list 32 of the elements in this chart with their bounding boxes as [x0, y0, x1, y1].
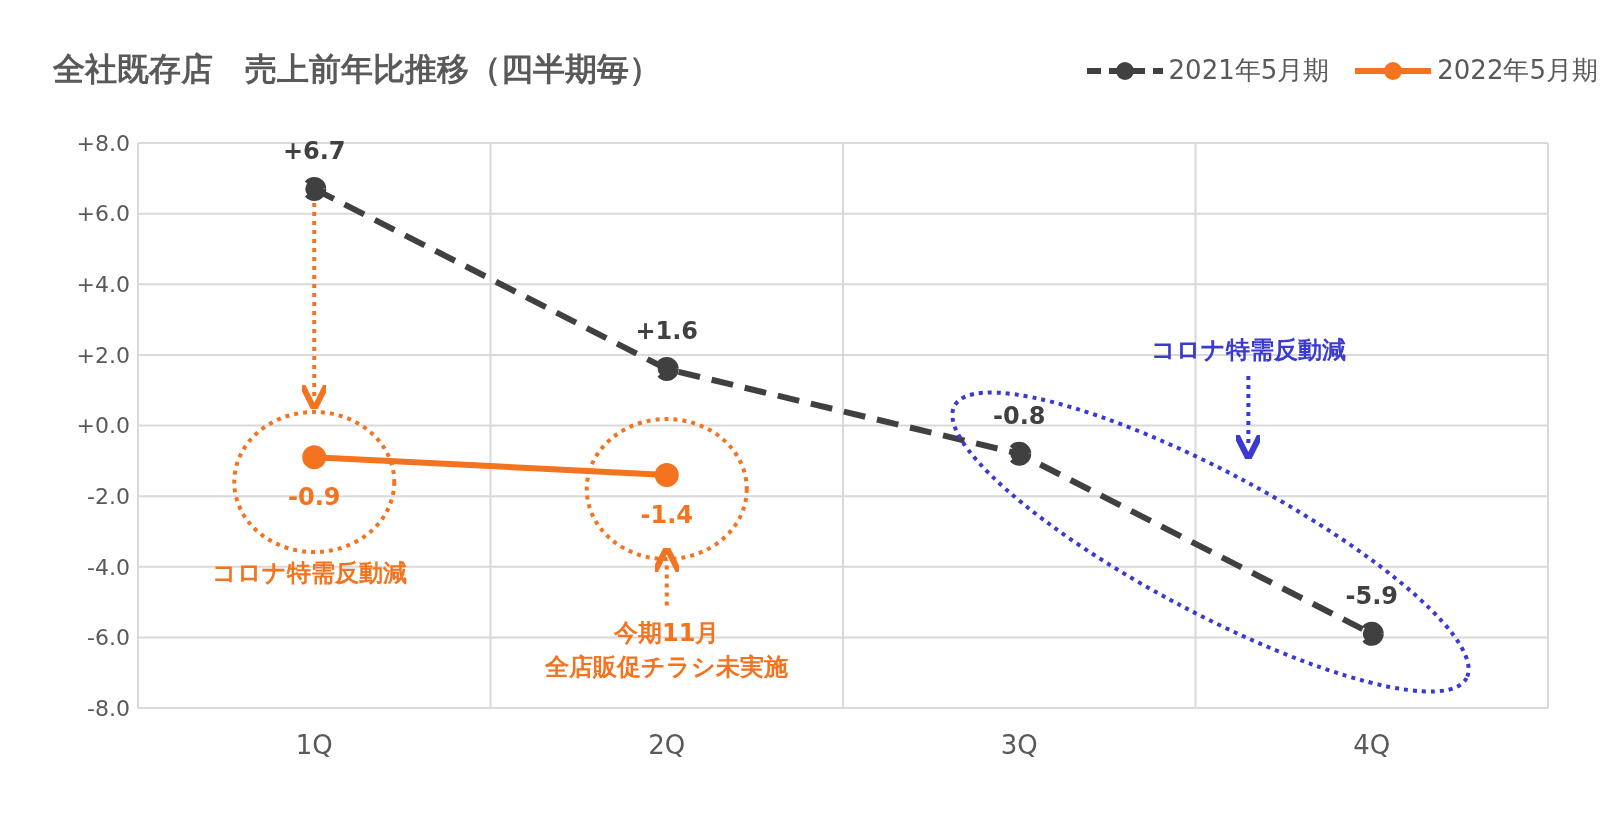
y-tick-label: +2.0 — [76, 342, 130, 368]
data-label: -1.4 — [640, 500, 693, 529]
point — [1007, 441, 1032, 466]
y-tick-label: +4.0 — [76, 272, 130, 298]
y-tick-label: +8.0 — [76, 130, 130, 156]
x-tick-label: 4Q — [1353, 730, 1391, 761]
chart-title: 全社既存店 売上前年比推移（四半期毎） — [53, 49, 661, 90]
data-label: -0.9 — [288, 483, 341, 512]
y-tick-label: -2.0 — [87, 483, 130, 509]
legend-label: 2021年5月期 — [1168, 54, 1330, 87]
point — [302, 176, 327, 201]
data-label: +1.6 — [635, 317, 699, 345]
annotation: コロナ特需反動減 — [211, 558, 407, 587]
x-tick-label: 3Q — [1000, 730, 1038, 761]
legend-label: 2022年5月期 — [1437, 54, 1598, 87]
annotation: コロナ特需反動減 — [1150, 336, 1346, 365]
annotation: 全店販促チラシ未実施 — [544, 652, 789, 681]
x-tick-label: 2Q — [648, 730, 686, 761]
y-tick-label: -8.0 — [87, 695, 130, 721]
point — [302, 445, 327, 470]
y-tick-label: -4.0 — [87, 554, 130, 580]
data-label: +6.7 — [282, 136, 346, 165]
y-tick-label: +0.0 — [76, 413, 130, 439]
point — [654, 462, 679, 487]
annotation: 今期11月 — [613, 618, 720, 647]
y-tick-label: +6.0 — [76, 201, 130, 227]
data-label: -0.8 — [993, 401, 1046, 430]
data-label: -5.9 — [1345, 581, 1398, 610]
point — [1359, 621, 1384, 646]
x-tick-label: 1Q — [295, 730, 333, 761]
y-tick-label: -6.0 — [87, 625, 130, 651]
point — [654, 357, 679, 381]
